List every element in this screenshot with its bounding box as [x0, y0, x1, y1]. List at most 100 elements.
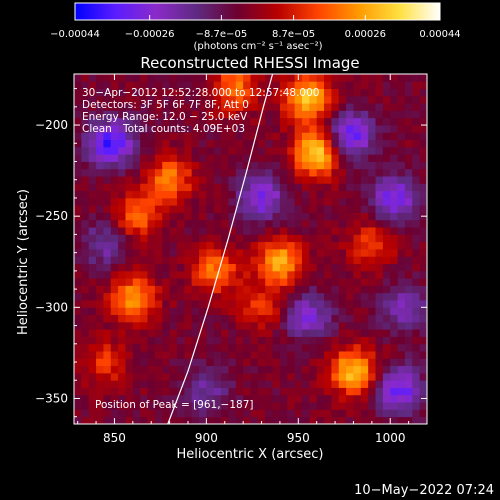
heatmap-cell [316, 117, 325, 126]
heatmap-cell [125, 110, 134, 119]
heatmap-cell [154, 139, 163, 148]
heatmap-cell [154, 146, 163, 155]
heatmap-cell [279, 409, 288, 418]
heatmap-cell [169, 197, 178, 206]
heatmap-cell [147, 402, 156, 410]
heatmap-cell [382, 161, 391, 170]
heatmap-cell [74, 227, 82, 235]
heatmap-cell [74, 416, 82, 424]
heatmap-cell [316, 270, 325, 279]
heatmap-cell [397, 387, 406, 396]
heatmap-cell [316, 146, 325, 155]
heatmap-cell [382, 402, 391, 410]
heatmap-cell [353, 227, 362, 235]
heatmap-cell [309, 365, 318, 374]
heatmap-cell [125, 292, 134, 301]
heatmap-cell [287, 197, 296, 206]
heatmap-cell [265, 176, 273, 184]
heatmap-cell [324, 249, 332, 257]
heatmap-cell [309, 402, 318, 410]
heatmap-cell [301, 103, 310, 111]
heatmap-cell [206, 154, 215, 162]
heatmap-cell [338, 146, 347, 155]
heatmap-cell [324, 95, 332, 104]
heatmap-cell [81, 125, 90, 133]
heatmap-cell [250, 161, 259, 170]
heatmap-cell [213, 81, 222, 89]
heatmap-cell [360, 139, 369, 148]
heatmap-cell [375, 249, 384, 257]
heatmap-cell [272, 161, 281, 170]
heatmap-cell [191, 117, 200, 126]
heatmap-cell [88, 321, 97, 330]
heatmap-cell [162, 125, 170, 133]
heatmap-cell [346, 81, 354, 89]
heatmap-cell [272, 81, 281, 89]
heatmap-cell [81, 212, 90, 221]
heatmap-cell [125, 336, 134, 345]
heatmap-cell [287, 314, 296, 323]
heatmap-cell [235, 270, 244, 279]
heatmap-cell [265, 285, 273, 294]
heatmap-cell [125, 168, 134, 177]
heatmap-cell [250, 168, 259, 177]
heatmap-cell [88, 74, 97, 82]
heatmap-cell [154, 249, 163, 257]
heatmap-cell [243, 416, 251, 424]
heatmap-cell [265, 307, 273, 316]
heatmap-cell [301, 409, 310, 418]
heatmap-cell [184, 154, 193, 162]
heatmap-cell [132, 256, 141, 264]
heatmap-cell [132, 146, 141, 155]
heatmap-cell [287, 190, 296, 199]
heatmap-cell [140, 103, 148, 111]
heatmap-cell [88, 146, 97, 155]
heatmap-cell [309, 132, 318, 141]
heatmap-cell [228, 278, 237, 286]
heatmap-cell [110, 205, 119, 213]
heatmap-cell [353, 88, 362, 97]
heatmap-cell [235, 197, 244, 206]
heatmap-cell [169, 416, 178, 424]
heatmap-cell [103, 95, 112, 104]
heatmap-cell [176, 234, 185, 243]
heatmap-cell [110, 263, 119, 272]
heatmap-cell [294, 402, 303, 410]
heatmap-cell [346, 387, 354, 396]
heatmap-cell [118, 132, 126, 141]
heatmap-cell [243, 197, 251, 206]
heatmap-cell [243, 125, 251, 133]
heatmap-cell [265, 321, 273, 330]
heatmap-cell [162, 227, 170, 235]
heatmap-cell [103, 176, 112, 184]
heatmap-cell [324, 351, 332, 359]
heatmap-cell [103, 394, 112, 403]
heatmap-cell [353, 278, 362, 286]
heatmap-cell [147, 168, 156, 177]
heatmap-cell [176, 380, 185, 388]
heatmap-cell [412, 336, 421, 345]
heatmap-cell [88, 263, 97, 272]
heatmap-cell [140, 416, 148, 424]
heatmap-cell [147, 416, 156, 424]
heatmap-cell [243, 212, 251, 221]
heatmap-cell [324, 212, 332, 221]
heatmap-cell [360, 380, 369, 388]
heatmap-cell [154, 409, 163, 418]
heatmap-cell [404, 212, 413, 221]
heatmap-cell [368, 190, 376, 199]
heatmap-cell [191, 103, 200, 111]
heatmap-cell [206, 125, 215, 133]
heatmap-cell [96, 212, 104, 221]
heatmap-cell [390, 270, 398, 279]
heatmap-cell [346, 117, 354, 126]
heatmap-cell [154, 402, 163, 410]
heatmap-cell [382, 336, 391, 345]
heatmap-cell [324, 263, 332, 272]
heatmap-cell [265, 190, 273, 199]
heatmap-cell [243, 336, 251, 345]
heatmap-cell [103, 219, 112, 228]
heatmap-cell [375, 219, 384, 228]
heatmap-cell [368, 227, 376, 235]
